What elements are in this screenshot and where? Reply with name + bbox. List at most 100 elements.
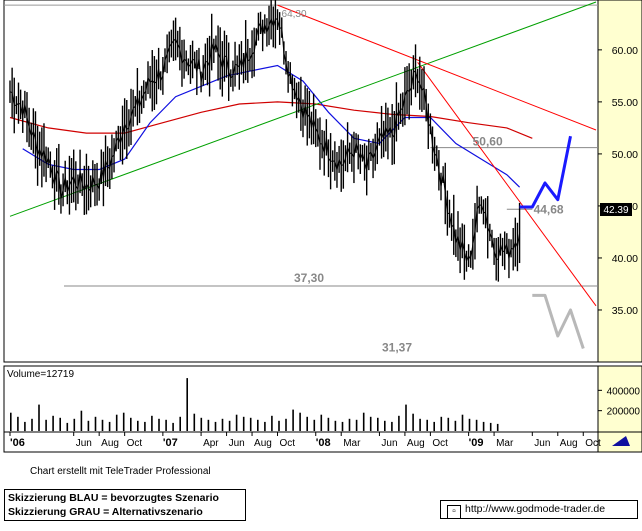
xtick-label: Aug — [254, 438, 272, 449]
volume-bar — [10, 412, 12, 431]
volume-bar — [405, 404, 407, 431]
volume-bar — [426, 419, 428, 431]
last-price-badge — [600, 203, 632, 216]
xtick-label: '07 — [163, 437, 178, 449]
volume-bar — [87, 420, 90, 431]
volume-bar — [52, 415, 54, 432]
link-icon: ▫ — [447, 505, 461, 519]
volume-bar — [348, 418, 351, 431]
scenario-blue-path — [519, 135, 572, 209]
xtick-label: Apr — [203, 438, 219, 449]
xtick-label: Aug — [560, 438, 578, 449]
volume-bar — [158, 418, 160, 431]
volume-bar — [186, 378, 188, 431]
xtick-label: Oct — [127, 438, 143, 449]
volume-bar — [24, 421, 26, 432]
volume-bar — [144, 421, 146, 432]
xtick-label: Aug — [407, 438, 425, 449]
volume-bar — [17, 416, 19, 431]
last-price-label: 42.39 — [603, 205, 628, 216]
volume-bar — [489, 422, 492, 431]
scenario-legend: Skizzierung BLAU = bevorzugtes Szenario … — [4, 489, 246, 521]
stock-chart: 64,30 50,60 44,68 37,30 31,37 60.00 55.00 50.0… — [3, 0, 642, 453]
volume-panel — [3, 365, 599, 433]
ytick-label: 35.00 — [612, 305, 638, 317]
volume-bar — [419, 418, 421, 431]
volume-bar — [320, 414, 323, 431]
annotation-support: 37,30 — [294, 271, 324, 285]
volume-bar — [122, 412, 125, 431]
volume-bar — [334, 420, 337, 431]
ytick-label: 55.00 — [612, 97, 638, 109]
volume-bar — [165, 419, 167, 431]
legend-gray: Skizzierung GRAU = Alternativszenario — [8, 506, 203, 518]
volume-bar — [221, 418, 224, 431]
xtick-label: Jun — [229, 438, 245, 449]
volume-bar — [172, 422, 174, 431]
xtick-label: Mar — [496, 438, 514, 449]
volume-bar — [31, 418, 33, 431]
volume-bar — [235, 414, 238, 431]
volume-bar — [249, 417, 252, 431]
volume-bar — [257, 419, 259, 431]
volume-bar — [179, 416, 181, 431]
volume-bar — [130, 417, 132, 431]
volume-bar — [355, 419, 358, 431]
volume-bar — [151, 415, 153, 432]
volume-tick-label: 200000 — [607, 407, 641, 418]
corner-arrow-icon[interactable] — [612, 436, 630, 446]
xtick-label: Oct — [585, 438, 601, 449]
volume-bar — [66, 422, 69, 431]
volume-bar — [108, 421, 111, 432]
volume-bar — [447, 417, 450, 431]
volume-bar — [193, 413, 196, 431]
xtick-label: Jun — [381, 438, 397, 449]
volume-bar — [369, 416, 372, 431]
xtick-label: Jun — [534, 438, 550, 449]
xtick-label: Jun — [76, 438, 92, 449]
volume-bar — [73, 418, 76, 431]
price-axis-panel — [597, 0, 642, 363]
volume-bar — [377, 417, 379, 431]
volume-bar — [292, 409, 294, 431]
volume-bar — [482, 421, 485, 432]
volume-bar — [207, 419, 210, 431]
volume-bar — [327, 417, 330, 431]
volume-bar — [80, 410, 83, 431]
annotation-target: 44,68 — [534, 202, 564, 216]
volume-bar — [45, 419, 47, 431]
volume-bar — [461, 414, 464, 431]
volume-bar — [475, 419, 478, 431]
volume-bar — [285, 418, 287, 431]
volume-bar — [306, 416, 308, 431]
volume-bar — [101, 419, 104, 431]
volume-bar — [264, 421, 266, 432]
annotation-low-target: 31,37 — [382, 341, 412, 355]
volume-bar — [299, 412, 301, 431]
volume-bar — [214, 421, 217, 432]
volume-bar — [496, 423, 499, 431]
url-text[interactable]: http://www.godmode-trader.de — [465, 503, 606, 515]
volume-bar — [362, 412, 365, 431]
ma-red-line — [9, 101, 533, 139]
created-with-note: Chart erstellt mit TeleTrader Profession… — [30, 466, 211, 477]
volume-bar — [398, 415, 400, 432]
ytick-label: 40.00 — [612, 253, 638, 265]
trendline-1 — [277, 4, 597, 131]
volume-bar — [242, 416, 245, 431]
volume-bar — [137, 420, 139, 431]
xtick-label: '08 — [316, 437, 331, 449]
volume-bar — [278, 420, 280, 431]
ytick-label: 60.00 — [612, 45, 638, 57]
xtick-label: Oct — [280, 438, 296, 449]
xtick-label: '09 — [469, 437, 484, 449]
volume-bar — [38, 404, 40, 431]
volume-bar — [440, 416, 443, 431]
volume-tick-label: 400000 — [607, 386, 641, 397]
url-box[interactable]: ▫ http://www.godmode-trader.de — [440, 500, 638, 519]
volume-bar — [384, 420, 386, 431]
volume-bar — [412, 413, 414, 431]
volume-bar — [433, 421, 435, 432]
legend-blue: Skizzierung BLAU = bevorzugtes Szenario — [8, 492, 219, 504]
xtick-label: Aug — [101, 438, 119, 449]
